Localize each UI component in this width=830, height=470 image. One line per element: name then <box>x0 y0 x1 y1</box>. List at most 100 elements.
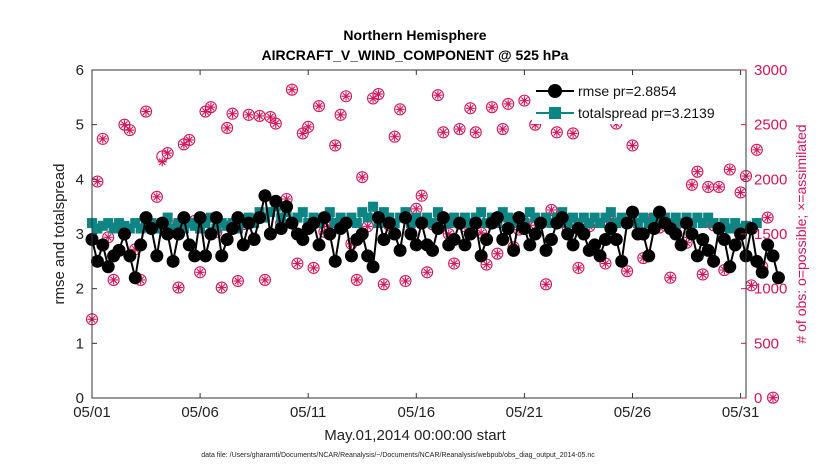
obs-possible-point <box>139 105 153 118</box>
legend-rmse-label: rmse pr=2.8854 <box>578 83 677 99</box>
rmse-point <box>447 232 461 246</box>
rmse-point <box>123 249 137 263</box>
obs-assimilated-point <box>665 273 675 283</box>
obs-assimilated-point <box>546 205 556 215</box>
rmse-point <box>728 238 742 252</box>
obs-assimilated-point <box>498 124 508 134</box>
y-tick-label: 5 <box>76 117 84 134</box>
totalspread-point <box>108 223 119 234</box>
rmse-point <box>166 254 180 268</box>
rmse-point <box>382 216 396 230</box>
totalspread-point <box>178 223 189 234</box>
totalspread-point <box>92 223 103 234</box>
rmse-point <box>128 271 142 285</box>
obs-assimilated-point <box>195 267 205 277</box>
obs-assimilated-point <box>98 134 108 144</box>
rmse-point <box>490 211 504 225</box>
obs-assimilated-point <box>746 280 756 290</box>
legend: rmse pr=2.8854 totalspread pr=3.2139 <box>532 76 737 124</box>
obs-possible-point <box>664 271 677 284</box>
obs-assimilated-point <box>492 249 502 259</box>
totalspread-point <box>508 218 519 229</box>
obs-possible-point <box>221 121 234 134</box>
totalspread-point <box>265 207 276 218</box>
obs-assimilated-point <box>422 267 432 277</box>
obs-assimilated-point <box>233 276 243 286</box>
obs-assimilated-point <box>752 145 762 155</box>
obs-assimilated-point <box>92 177 102 187</box>
rmse-point <box>90 254 104 268</box>
rmse-point <box>501 222 515 236</box>
x-tick-label: 05/21 <box>506 404 544 421</box>
obs-possible-point <box>291 257 304 270</box>
totalspread-point <box>362 212 373 223</box>
rmse-point <box>193 211 207 225</box>
y-tick-label: 4 <box>76 171 84 188</box>
rmse-point <box>561 227 575 241</box>
rmse-point <box>744 222 758 236</box>
obs-possible-point <box>123 124 136 137</box>
y-axis-label: rmse and totalspread <box>51 164 68 305</box>
obs-assimilated-point <box>373 89 383 99</box>
obs-possible-point <box>431 89 444 102</box>
rmse-point <box>647 222 661 236</box>
totalspread-point <box>135 223 146 234</box>
obs-possible-point <box>269 117 282 130</box>
rmse-point <box>96 238 110 252</box>
rmse-point <box>469 216 483 230</box>
totalspread-point <box>173 218 184 229</box>
totalspread-point <box>330 218 341 229</box>
obs-possible-point <box>496 122 509 136</box>
obs-assimilated-point <box>627 140 637 150</box>
totalspread-point <box>638 212 649 223</box>
obs-possible-point <box>226 107 239 120</box>
obs-assimilated-point <box>292 259 302 269</box>
totalspread-point <box>195 223 206 234</box>
rmse-point <box>323 227 337 241</box>
rmse-point <box>750 254 764 268</box>
totalspread-point <box>589 212 600 223</box>
obs-possible-point <box>448 257 461 270</box>
rmse-point <box>199 249 213 263</box>
obs-assimilated-point <box>482 260 492 270</box>
obs-possible-point <box>258 273 272 286</box>
totalspread-point <box>324 207 335 218</box>
totalspread-point <box>530 212 541 223</box>
obs-assimilated-point <box>336 110 346 120</box>
x-tick-label: 05/16 <box>398 404 436 421</box>
y-right-tick-label: 500 <box>754 335 779 352</box>
totalspread-point <box>405 218 416 229</box>
y-right-tick-label: 3000 <box>754 62 787 79</box>
rmse-point <box>696 232 710 246</box>
obs-possible-point <box>545 203 558 216</box>
obs-assimilated-point <box>271 119 281 129</box>
totalspread-point <box>616 212 627 223</box>
rmse-point <box>636 227 650 241</box>
obs-assimilated-point <box>201 107 211 117</box>
obs-assimilated-point <box>417 191 427 201</box>
totalspread-point <box>378 207 389 218</box>
rmse-point <box>285 216 299 230</box>
obs-possible-point <box>307 261 320 274</box>
rmse-point <box>139 211 153 225</box>
obs-assimilated-point <box>768 393 778 403</box>
rmse-point <box>426 243 440 257</box>
obs-possible-point <box>539 278 553 291</box>
obs-assimilated-point <box>390 132 400 142</box>
legend-box <box>532 76 737 124</box>
rmse-point <box>177 211 191 225</box>
obs-assimilated-point <box>400 276 410 286</box>
obs-possible-point <box>388 130 401 143</box>
rmse-point <box>771 271 785 285</box>
rmse-point <box>625 205 639 219</box>
obs-assimilated-point <box>687 180 697 190</box>
rmse-point <box>296 232 310 246</box>
obs-assimilated-point <box>438 127 448 137</box>
obs-assimilated-point <box>714 182 724 192</box>
totalspread-point <box>443 218 454 229</box>
y-right-tick-label: 2500 <box>754 117 787 134</box>
x-axis-label: May.01,2014 00:00:00 start <box>324 427 506 444</box>
totalspread-point <box>497 207 508 218</box>
rmse-point <box>236 238 250 252</box>
rmse-point <box>220 232 234 246</box>
